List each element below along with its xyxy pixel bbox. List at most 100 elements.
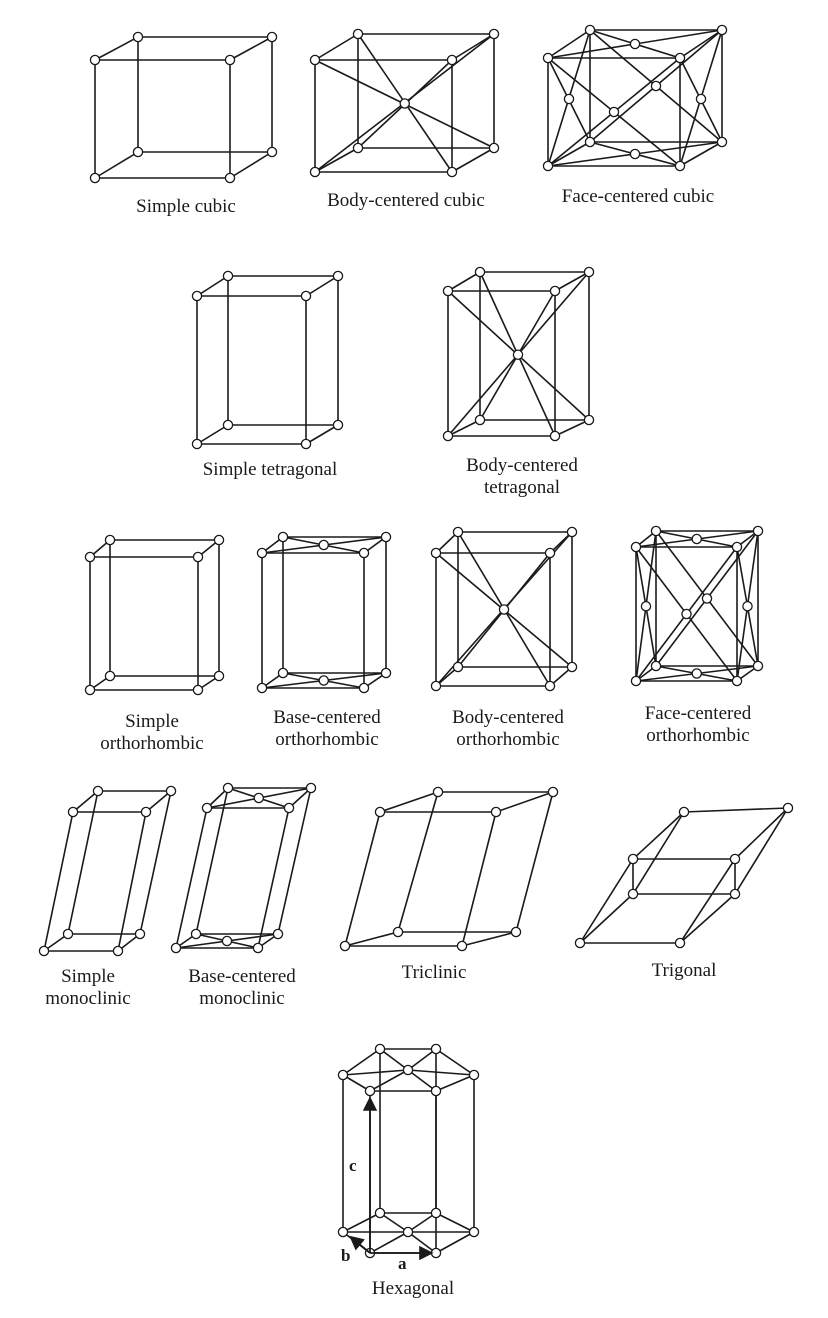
lattice-edge xyxy=(397,791,439,933)
lattice-edge xyxy=(342,1069,409,1076)
lattice-point xyxy=(140,806,152,818)
lattice-point xyxy=(630,541,642,553)
lattice-edge xyxy=(435,1074,475,1092)
lattice-point xyxy=(283,802,295,814)
lattice-point xyxy=(674,52,686,64)
lattice-point xyxy=(542,52,554,64)
axis-b-label: b xyxy=(341,1246,351,1265)
lattice-point xyxy=(67,806,79,818)
lattice-point xyxy=(352,142,364,154)
lattice-edge xyxy=(632,811,685,895)
lattice-edge xyxy=(451,33,495,61)
lattice-edge xyxy=(277,787,312,935)
lattice-edge xyxy=(461,811,497,947)
lattice-point xyxy=(62,928,74,940)
lattice-point xyxy=(191,290,203,302)
lattice-point xyxy=(191,438,203,450)
lattice-point xyxy=(549,285,561,297)
lattice-point xyxy=(731,675,743,687)
lattice-point xyxy=(332,419,344,431)
lattice-point xyxy=(266,31,278,43)
lattice-point xyxy=(380,667,392,679)
lattice-point xyxy=(608,106,620,118)
lattice-edge xyxy=(314,33,359,61)
lattice-point xyxy=(549,430,561,442)
label-simple-orthorhombic: Simple orthorhombic xyxy=(100,711,204,754)
lattice-edge xyxy=(314,147,359,173)
lattice-point xyxy=(332,270,344,282)
lattice-edge xyxy=(407,1069,437,1092)
lattice-point xyxy=(474,414,486,426)
lattice-point xyxy=(695,93,707,105)
lattice-point xyxy=(442,285,454,297)
lattice-point xyxy=(544,547,556,559)
lattice-point xyxy=(584,24,596,36)
lattice-point xyxy=(277,667,289,679)
lattice-point xyxy=(650,660,662,672)
lattice-point xyxy=(627,888,639,900)
lattice-edge xyxy=(229,151,273,179)
lattice-point xyxy=(399,98,410,109)
face-centered-cubic-cell xyxy=(542,24,728,172)
lattice-point xyxy=(309,166,321,178)
lattice-point xyxy=(256,547,268,559)
lattice-point xyxy=(337,1226,349,1238)
lattice-edge xyxy=(72,790,99,813)
lattice-point xyxy=(650,80,662,92)
lattice-point xyxy=(442,430,454,442)
trigonal-cell xyxy=(574,802,794,949)
lattice-point xyxy=(170,942,182,954)
lattice-point xyxy=(190,928,202,940)
lattice-point xyxy=(681,608,692,620)
lattice-edge xyxy=(435,1212,475,1233)
lattice-edge xyxy=(43,811,74,952)
label-hexagonal: Hexagonal xyxy=(371,1278,455,1299)
lattice-point xyxy=(104,534,116,546)
lattice-edge xyxy=(554,419,590,437)
lattice-point xyxy=(132,31,144,43)
lattice-point xyxy=(566,526,578,538)
axis-b-arrow xyxy=(349,1235,371,1254)
lattice-point xyxy=(213,670,225,682)
label-simple-monoclinic: Simple monoclinic xyxy=(45,966,131,1009)
lattice-point xyxy=(272,928,284,940)
lattice-point xyxy=(510,926,522,938)
lattice-edge xyxy=(344,811,381,947)
lattice-point xyxy=(512,349,524,360)
lattice-point xyxy=(318,675,329,686)
lattice-point xyxy=(584,136,596,148)
lattice-point xyxy=(430,1085,442,1097)
lattice-point xyxy=(165,785,177,797)
lattice-point xyxy=(364,1085,376,1097)
lattice-edge xyxy=(734,807,789,895)
lattice-point xyxy=(224,54,236,66)
lattice-point xyxy=(488,28,500,40)
simple-tetragonal-cell xyxy=(191,270,344,450)
lattice-point xyxy=(430,680,442,692)
lattice-edge xyxy=(632,811,685,860)
lattice-point xyxy=(468,1069,480,1081)
lattice-point xyxy=(221,935,233,947)
lattice-point xyxy=(456,940,468,952)
lattice-edge xyxy=(257,807,290,949)
lattice-edge xyxy=(679,858,736,944)
lattice-point xyxy=(201,802,213,814)
lattice-edge xyxy=(379,1048,409,1071)
lattice-edge xyxy=(447,271,481,292)
lattice-point xyxy=(674,160,686,172)
lattice-point xyxy=(452,661,464,673)
lattice-point xyxy=(374,1043,386,1055)
lattice-point xyxy=(358,547,370,559)
lattice-point xyxy=(752,660,764,672)
lattice-point xyxy=(300,290,312,302)
lattice-point xyxy=(84,551,96,563)
label-simple-tetragonal: Simple tetragonal xyxy=(202,459,338,480)
label-triclinic: Triclinic xyxy=(401,962,467,983)
lattice-point xyxy=(432,786,444,798)
lattice-point xyxy=(89,54,101,66)
lattice-point xyxy=(752,525,764,537)
lattice-edge xyxy=(379,791,439,813)
lattice-point xyxy=(629,38,641,50)
lattice-point xyxy=(691,533,703,545)
lattice-point xyxy=(542,160,554,172)
